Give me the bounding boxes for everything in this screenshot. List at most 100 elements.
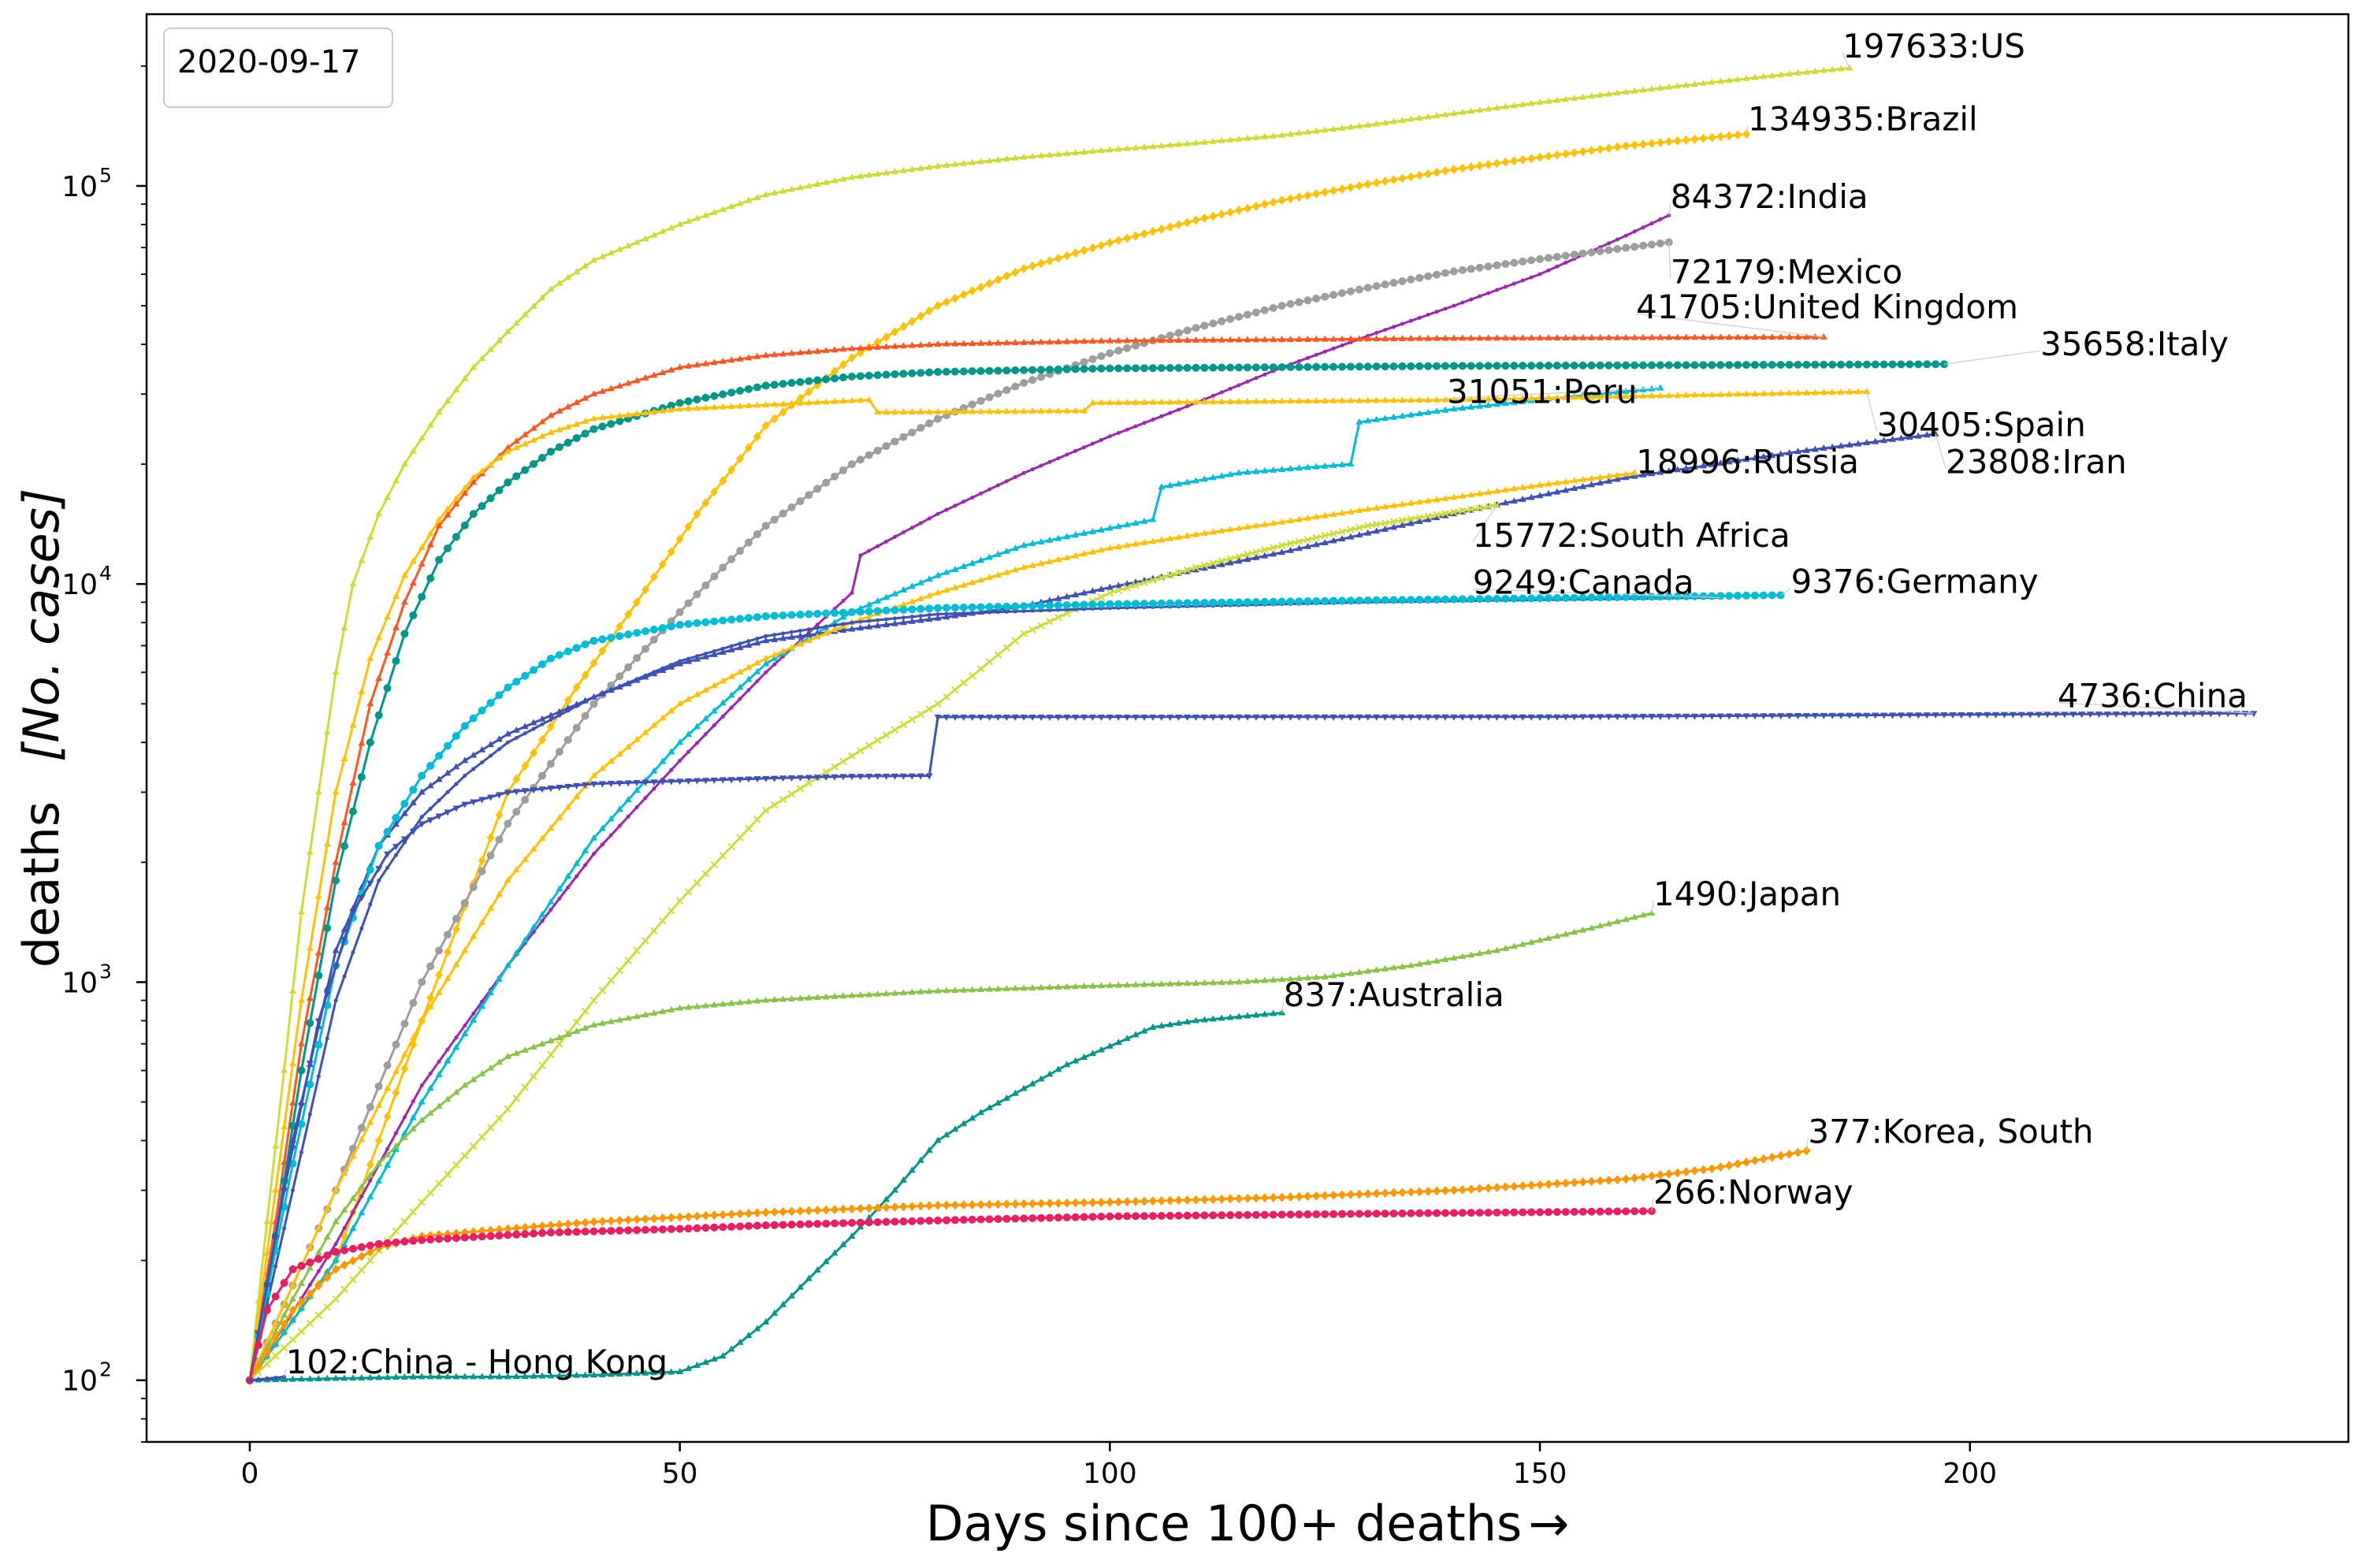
data-point [968,367,976,376]
data-point [693,361,701,368]
data-point [959,367,968,376]
data-point [1106,349,1114,358]
data-point [1372,1188,1381,1198]
data-point [1485,489,1493,496]
series-italy [245,360,1949,1384]
data-point [1699,361,1708,370]
data-point [1261,397,1269,404]
data-point [1656,1170,1664,1180]
data-point [813,610,822,619]
data-point [658,559,667,570]
data-point [736,776,744,783]
data-point [899,773,907,780]
data-point [779,350,787,357]
data-point [366,865,374,874]
data-point [1218,209,1226,219]
data-point [968,286,976,296]
data-point [899,321,908,332]
data-point [1209,319,1218,328]
data-point [659,228,667,235]
data-point [1613,388,1621,395]
data-point [753,1325,761,1332]
data-point [1426,313,1430,318]
data-point [1080,550,1088,557]
data-point [486,494,495,503]
data-point [512,789,520,796]
data-point [1433,362,1441,370]
data-point [883,773,890,780]
data-point [1441,110,1449,117]
data-point [1235,313,1244,321]
data-point [1200,213,1209,223]
data-point [1046,1070,1054,1077]
data-point [271,1292,280,1301]
data-point [961,611,966,615]
data-point [1828,65,1836,72]
data-point [1519,362,1527,370]
data-point [495,1373,503,1380]
data-point [1519,154,1527,165]
data-point [1037,366,1046,374]
data-point [1536,936,1544,943]
data-point [1106,1212,1114,1221]
data-point [710,572,719,581]
data-point [306,1289,314,1299]
data-point [960,581,968,588]
data-point [340,754,348,761]
x-tick-label: 50 [662,1458,698,1490]
data-point [727,356,735,363]
data-point [719,357,727,364]
data-point [1467,396,1475,403]
data-point [934,700,942,708]
data-point [831,763,838,771]
data-point [1261,132,1269,139]
data-point [1355,714,1363,721]
data-point [289,1316,297,1323]
series-markers-united-kingdom [246,333,1827,1383]
data-point [265,1377,270,1381]
data-point [1303,191,1312,201]
data-point [985,366,994,375]
data-point [1622,470,1630,477]
data-point [470,363,478,370]
data-point [368,902,373,907]
data-point [297,908,305,915]
data-point [831,397,838,404]
data-point [409,799,417,806]
data-point [703,652,708,656]
data-point [925,1146,933,1154]
data-point [359,926,364,931]
data-point [323,923,332,932]
data-point [400,1050,408,1057]
data-point [1037,1075,1045,1082]
data-point [710,359,718,366]
label-leader-norway [1651,1198,1654,1212]
data-point [1579,714,1587,721]
data-point [1751,454,1759,461]
data-point [1166,1195,1174,1206]
data-point [960,714,968,721]
data-point [1028,376,1037,385]
data-point [1510,362,1519,370]
data-point [1449,595,1458,604]
data-point [686,749,691,754]
data-point [282,1226,287,1231]
data-point [272,1327,280,1334]
data-point [857,396,864,403]
data-point [478,797,486,804]
data-point [1527,394,1535,401]
data-point [1218,363,1226,372]
data-point [1037,622,1045,630]
data-point [736,1209,745,1219]
data-point [745,402,753,409]
data-point [1725,131,1734,141]
data-point [736,1222,745,1231]
data-point [719,677,727,684]
data-point [643,673,648,678]
data-point [951,1125,959,1132]
data-point [1501,944,1509,951]
data-point [1123,1212,1132,1221]
data-point [521,671,530,680]
legend-box: 2020-09-17 [163,28,393,108]
data-point [685,778,693,785]
